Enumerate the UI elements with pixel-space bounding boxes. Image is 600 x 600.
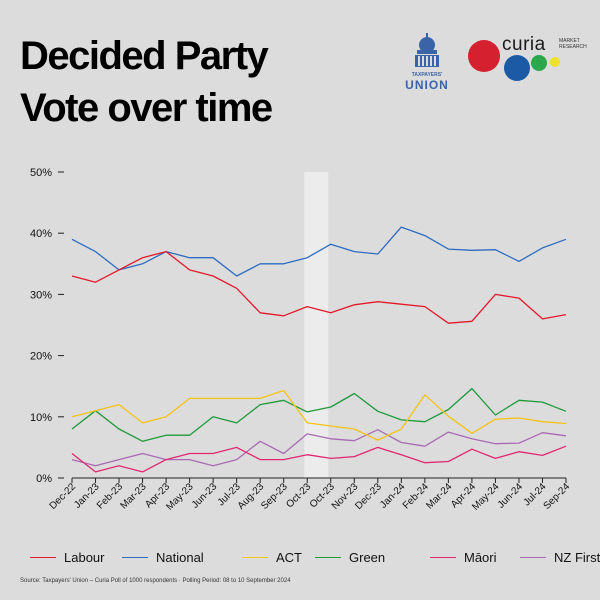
legend-label: NZ First	[554, 550, 600, 565]
legend-item: Māori	[430, 550, 497, 565]
series-line-nz-first	[71, 429, 567, 467]
series-lines	[71, 226, 567, 473]
curia-subtitle: MARKET RESEARCH	[559, 38, 587, 50]
legend-item: Labour	[30, 550, 104, 565]
legend-swatch	[122, 557, 148, 558]
legend-swatch	[242, 557, 268, 558]
y-tick-label: 40%	[30, 228, 52, 240]
y-tick-label: 30%	[30, 289, 52, 301]
title-line-2: Vote over time	[20, 86, 273, 130]
taxpayers-union-big-text: UNION	[405, 78, 449, 92]
curia-sub-line-2: RESEARCH	[559, 44, 587, 50]
legend-swatch	[520, 557, 546, 558]
x-tick-label: Dec-23	[353, 481, 384, 512]
chart-title: Decided Party Vote over time	[20, 30, 273, 134]
legend-label: Green	[349, 550, 386, 565]
x-tick-label: Mar-24	[424, 481, 454, 511]
taxpayers-union-small-text: TAXPAYERS'	[411, 72, 443, 78]
line-chart: 0% 10% 20% 30% 40% 50% Dec-22Jan-23Feb-23Mar-…	[30, 167, 573, 513]
legend-label: ACT	[276, 550, 302, 565]
title-line-1: Decided Party	[20, 34, 269, 78]
y-tick-label: 10%	[30, 412, 52, 424]
highlight-band	[304, 172, 329, 478]
x-tick-label: Dec-22	[48, 481, 79, 512]
curia-logo-icon	[468, 40, 560, 81]
legend-label: Labour	[64, 550, 105, 565]
taxpayers-union-logo-icon	[415, 33, 439, 67]
x-tick-label: Oct-23	[284, 481, 313, 510]
series-line-national	[71, 226, 567, 277]
x-tick-label: May-24	[470, 481, 502, 513]
y-tick-label: 50%	[30, 167, 52, 179]
legend-item: Green	[315, 550, 385, 565]
x-tick-label: Jun-23	[190, 481, 220, 511]
series-line-m-ori	[71, 445, 567, 473]
y-axis-ticks: 0% 10% 20% 30% 40% 50%	[30, 167, 64, 485]
legend-label: National	[156, 550, 204, 565]
y-tick-label: 20%	[30, 351, 52, 363]
x-tick-label: Sep-24	[542, 481, 573, 512]
series-line-act	[71, 389, 567, 441]
x-tick-label: Mar-23	[119, 481, 149, 511]
curia-sub-line-1: MARKET	[559, 38, 580, 44]
legend-item: NZ First	[520, 550, 600, 565]
x-tick-label: Sep-23	[259, 481, 290, 512]
x-tick-label: May-23	[164, 481, 196, 513]
series-line-green	[71, 387, 567, 442]
legend-swatch	[30, 557, 56, 558]
taxpayers-union-wordmark: TAXPAYERS' UNION	[404, 70, 450, 92]
legend-item: ACT	[242, 550, 302, 565]
y-tick-label: 0%	[36, 473, 52, 485]
series-line-labour	[71, 250, 567, 324]
x-tick-label: Jun-24	[496, 481, 526, 511]
legend-item: National	[122, 550, 204, 565]
source-note: Source: Taxpayers' Union – Curia Poll of…	[20, 578, 291, 584]
curia-wordmark: curia	[502, 34, 546, 55]
legend-label: Māori	[464, 550, 497, 565]
legend-swatch	[430, 557, 456, 558]
legend-swatch	[315, 557, 341, 558]
x-axis: Dec-22Jan-23Feb-23Mar-23Apr-23May-23Jun-…	[48, 477, 573, 513]
